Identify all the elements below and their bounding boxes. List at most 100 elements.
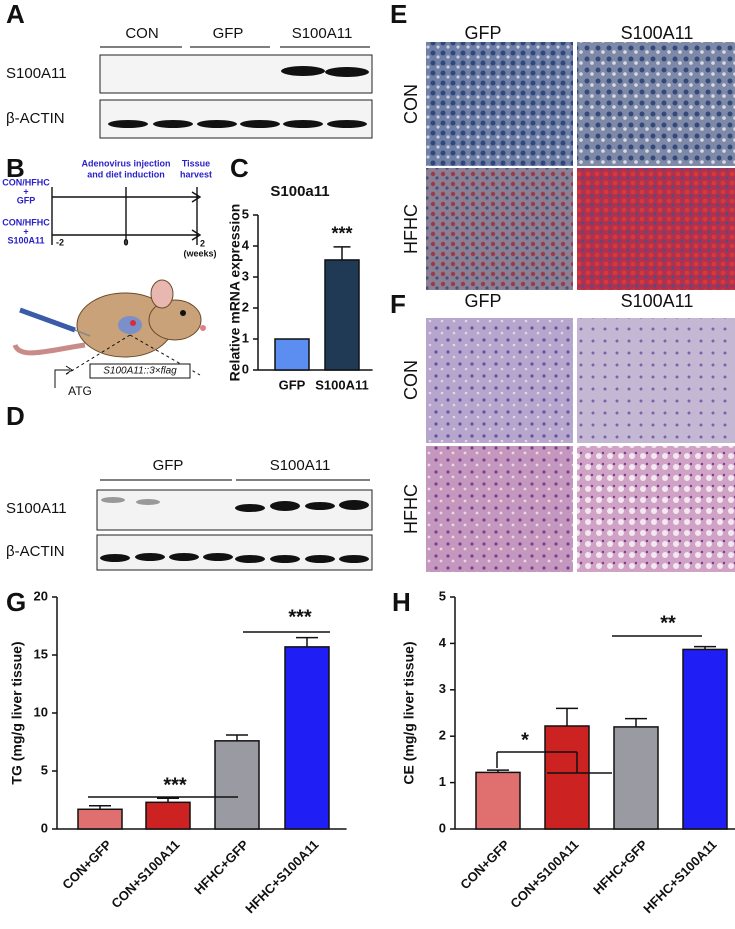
panel-letter: C — [230, 153, 249, 183]
y-axis-label: TG (mg/g liver tissue) — [9, 641, 25, 784]
x-tick-label: CON+S100A11 — [507, 837, 581, 911]
group-label: S100A11 — [292, 25, 353, 42]
blot — [99, 99, 373, 139]
y-tick-label: 1 — [439, 774, 446, 789]
y-tick-label: 15 — [34, 646, 48, 661]
y-tick-label: 3 — [242, 268, 249, 283]
x-tick-label: S100A11 — [315, 377, 369, 392]
y-axis-label: Relative mRNA expression — [227, 204, 243, 382]
group-text: + — [23, 186, 28, 196]
construct-label: S100A11::3×flag — [103, 366, 177, 377]
time-label: 0 — [123, 237, 128, 247]
significance: ** — [660, 612, 676, 634]
histology-image — [426, 168, 573, 290]
x-tick-label: CON+GFP — [457, 837, 513, 893]
bar — [214, 740, 260, 830]
x-tick-label: HFHC+GFP — [191, 837, 252, 898]
significance: *** — [163, 774, 187, 796]
blot — [99, 54, 373, 94]
group-text: GFP — [17, 195, 36, 205]
panel-letter: B — [6, 153, 25, 183]
row-label: HFHC — [401, 204, 421, 254]
group-text: CON/HFHC — [2, 177, 50, 187]
bar — [475, 771, 521, 830]
x-tick-label: HFHC+GFP — [590, 837, 651, 898]
y-tick-label: 2 — [439, 728, 446, 743]
row-label: CON — [401, 360, 421, 400]
blot-bands — [108, 66, 369, 128]
bar — [324, 259, 360, 371]
y-tick-label: 4 — [242, 237, 250, 252]
blot-bands — [100, 497, 369, 563]
row-label: S100A11 — [6, 65, 67, 82]
row-label: β-ACTIN — [6, 543, 65, 560]
x-tick-label: CON+GFP — [59, 837, 115, 893]
bar — [77, 808, 123, 830]
start-codon: ATG — [68, 384, 92, 398]
histology-image — [426, 318, 573, 443]
x-tick-label: HFHC+S100A11 — [242, 837, 321, 916]
row-label: CON — [401, 84, 421, 124]
bar — [544, 725, 590, 830]
group-label: GFP — [153, 457, 184, 474]
y-tick-label: 2 — [242, 299, 249, 314]
row-label: β-ACTIN — [6, 110, 65, 127]
bar — [613, 726, 659, 830]
group-label: CON — [125, 25, 158, 42]
histology-image — [426, 446, 573, 572]
x-tick-label: GFP — [279, 377, 306, 392]
panel-letter: H — [392, 587, 411, 617]
column-label: S100A11 — [621, 291, 694, 311]
panel-letter: F — [390, 289, 406, 319]
time-label: 2 — [200, 238, 205, 248]
x-tick-label: HFHC+S100A11 — [640, 837, 719, 916]
y-tick-label: 0 — [439, 820, 446, 835]
histology-image — [426, 42, 573, 166]
chart-title: S100a11 — [270, 183, 329, 200]
y-tick-label: 20 — [34, 588, 48, 603]
bar — [145, 801, 191, 830]
histology-image — [577, 318, 735, 443]
column-label: S100A11 — [621, 23, 694, 43]
row-label: S100A11 — [6, 500, 67, 517]
timeline — [51, 187, 202, 245]
bar — [274, 338, 310, 371]
event-text: and diet induction — [87, 169, 165, 179]
group-text: S100A11 — [7, 235, 44, 245]
time-unit: (weeks) — [183, 248, 216, 258]
significance: *** — [331, 224, 352, 244]
significance: *** — [288, 606, 312, 628]
event-text: Adenovirus injection — [81, 158, 170, 168]
histology-image — [577, 42, 735, 166]
column-label: GFP — [464, 23, 501, 43]
group-label: S100A11 — [270, 457, 331, 474]
time-label: -2 — [56, 237, 64, 247]
blot — [96, 489, 373, 531]
x-tick-label: CON+S100A11 — [108, 837, 182, 911]
mouse-illustration — [12, 279, 206, 388]
blot — [96, 534, 373, 571]
panel-letter: E — [390, 0, 407, 29]
histology-image — [577, 168, 735, 290]
y-tick-label: 10 — [34, 704, 48, 719]
histology-image — [577, 446, 735, 572]
panel-letter: A — [6, 0, 25, 29]
y-tick-label: 0 — [242, 361, 249, 376]
bar — [284, 646, 330, 830]
column-label: GFP — [464, 291, 501, 311]
y-tick-label: 0 — [41, 820, 48, 835]
y-axis-label: CE (mg/g liver tissue) — [401, 641, 417, 784]
panel-letter: D — [6, 401, 25, 431]
group-text: + — [23, 226, 28, 236]
bar — [682, 648, 728, 830]
row-label: HFHC — [401, 484, 421, 534]
significance: * — [521, 729, 529, 751]
y-tick-label: 3 — [439, 681, 446, 696]
y-tick-label: 5 — [439, 588, 446, 603]
event-text: harvest — [180, 169, 212, 179]
group-text: CON/HFHC — [2, 217, 50, 227]
group-label: GFP — [213, 25, 244, 42]
y-tick-label: 4 — [439, 635, 447, 650]
event-text: Tissue — [182, 158, 210, 168]
